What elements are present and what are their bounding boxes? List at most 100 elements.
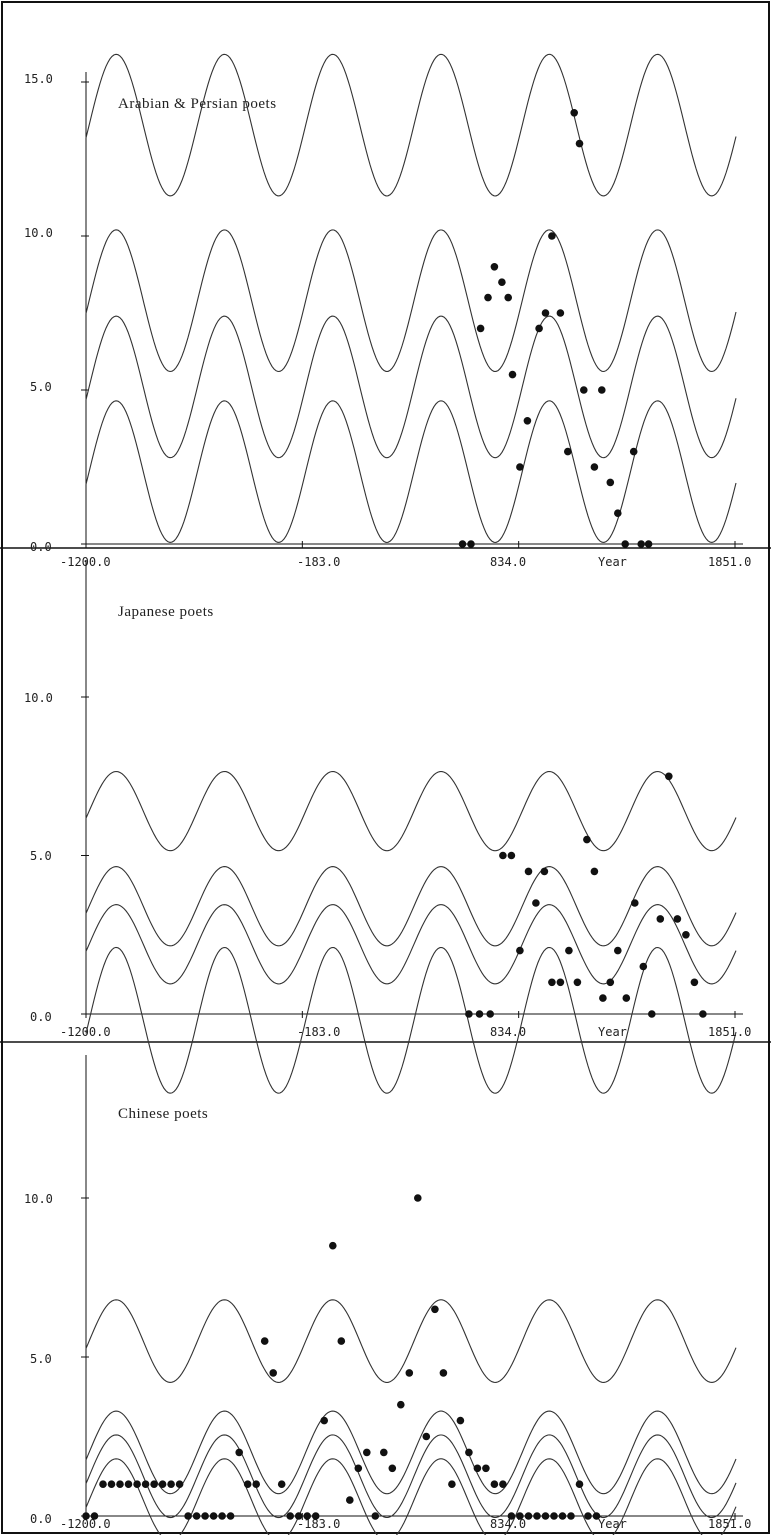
data-point — [665, 772, 673, 781]
data-point — [575, 139, 584, 148]
data-point — [631, 899, 639, 907]
data-point — [260, 1337, 269, 1345]
data-point — [570, 109, 578, 117]
data-point — [550, 1512, 558, 1520]
sine-curve-2 — [85, 315, 737, 459]
data-point — [541, 1512, 550, 1520]
data-point — [311, 1512, 320, 1520]
data-point — [523, 417, 532, 425]
data-point — [606, 478, 615, 487]
x-tick-label: -183.0 — [297, 1025, 340, 1039]
data-point — [575, 1480, 584, 1488]
x-tick-label: 834.0 — [490, 555, 526, 569]
data-point — [243, 1480, 252, 1488]
data-point — [498, 278, 506, 287]
data-point — [564, 447, 572, 456]
data-point — [116, 1480, 124, 1488]
data-point — [621, 540, 629, 548]
data-point — [380, 1448, 388, 1457]
data-point — [371, 1512, 380, 1520]
data-point — [584, 1512, 592, 1520]
data-point — [320, 1416, 329, 1425]
data-point — [184, 1512, 192, 1520]
x-tick-label: -183.0 — [297, 1517, 340, 1531]
data-point — [397, 1400, 405, 1409]
data-point — [567, 1512, 575, 1520]
data-point — [614, 946, 622, 955]
sine-curve-4 — [85, 53, 737, 197]
data-point — [516, 463, 524, 471]
data-point — [556, 309, 565, 317]
data-point — [303, 1512, 312, 1520]
sine-curve-1 — [85, 1458, 737, 1535]
data-point — [141, 1480, 150, 1488]
x-axis-label: Year — [598, 1517, 627, 1531]
sine-curve-3 — [85, 229, 737, 373]
data-point — [354, 1464, 363, 1473]
data-point — [558, 1512, 567, 1520]
data-point — [682, 931, 690, 939]
data-point — [150, 1480, 158, 1488]
data-point — [573, 978, 582, 987]
sine-curve-1 — [85, 946, 737, 1094]
x-tick-label: 1851.0 — [708, 555, 751, 569]
y-tick-label: 0.0 — [30, 540, 52, 554]
data-point — [490, 1480, 499, 1488]
sine-curve-3 — [85, 1410, 737, 1495]
data-point — [124, 1480, 133, 1488]
data-point — [516, 946, 524, 955]
data-point — [414, 1194, 422, 1202]
data-point — [133, 1480, 141, 1488]
data-point — [486, 1010, 495, 1018]
data-point — [507, 851, 516, 860]
data-point — [556, 978, 565, 987]
data-point — [533, 1512, 541, 1520]
y-tick-label: 15.0 — [24, 72, 53, 86]
data-point — [690, 978, 699, 987]
data-point — [629, 447, 638, 456]
data-point — [490, 263, 499, 271]
x-tick-label: 1851.0 — [708, 1025, 751, 1039]
sine-curve-3 — [85, 866, 737, 947]
x-axis-label: Year — [598, 555, 627, 569]
data-point — [82, 1512, 90, 1520]
data-point — [218, 1512, 226, 1520]
panel-title: Japanese poets — [118, 604, 214, 620]
data-point — [516, 1512, 524, 1520]
data-point — [439, 1369, 448, 1377]
data-point — [192, 1512, 201, 1520]
x-tick-label: 1851.0 — [708, 1517, 751, 1531]
data-point — [673, 915, 682, 923]
panel-title: Arabian & Persian poets — [118, 96, 277, 112]
data-point — [158, 1480, 167, 1488]
data-point — [540, 867, 549, 876]
x-tick-label: -1200.0 — [60, 1025, 111, 1039]
data-point — [592, 1512, 601, 1520]
data-point — [363, 1448, 371, 1457]
data-point — [269, 1369, 278, 1377]
sine-curve-4 — [85, 1299, 737, 1383]
y-tick-label: 5.0 — [30, 849, 52, 863]
data-point — [606, 978, 615, 987]
data-point — [599, 994, 607, 1002]
data-point — [637, 540, 645, 548]
y-tick-label: 10.0 — [24, 226, 53, 240]
data-point — [175, 1480, 184, 1488]
sine-curve-4 — [85, 770, 737, 852]
data-point — [467, 540, 475, 548]
data-point — [644, 540, 653, 548]
data-point — [583, 835, 591, 844]
data-point — [252, 1480, 260, 1488]
x-tick-label: 834.0 — [490, 1517, 526, 1531]
data-point — [465, 1010, 473, 1018]
data-point — [541, 309, 550, 317]
sine-curve-1 — [85, 400, 737, 543]
data-point — [590, 463, 599, 471]
panel-japanese: Japanese poets 0.0 5.0 10.0 -1200.0 -183… — [24, 560, 751, 1094]
data-point — [580, 386, 588, 394]
data-point — [598, 386, 606, 394]
data-point — [456, 1416, 465, 1425]
data-point — [90, 1512, 99, 1520]
y-tick-label: 5.0 — [30, 380, 52, 394]
